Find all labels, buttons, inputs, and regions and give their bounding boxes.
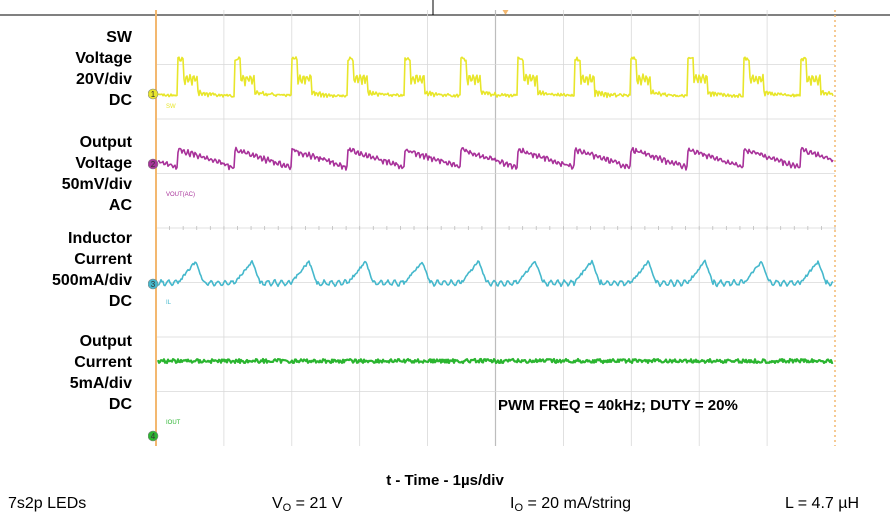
channel-label-iout: Output Current 5mA/div DC [69, 333, 132, 413]
channel-markers: 1 2 3 4 [148, 88, 159, 442]
series-iout-trace [156, 357, 834, 365]
marker-ch1-number: 1 [151, 90, 156, 99]
scope-traces [156, 56, 834, 365]
condition-vo: VO = 21 V [272, 495, 343, 514]
pwm-annotation: PWM FREQ = 40kHz; DUTY = 20% [498, 397, 738, 414]
series-il-trace [157, 259, 834, 288]
marker-ch1 [148, 88, 159, 100]
marker-ch4 [148, 430, 159, 442]
scope-grid [155, 10, 836, 446]
marker-ch2 [148, 158, 159, 170]
series-vout-trace [157, 146, 834, 171]
condition-leds: 7s2p LEDs [8, 495, 87, 512]
condition-io: IO = 20 mA/string [510, 495, 632, 514]
marker-ch4-number: 4 [151, 432, 156, 441]
x-axis-label: t - Time - 1µs/div [386, 472, 504, 489]
top-rule [0, 0, 890, 16]
channel-label-sw: SW Voltage 20V/div DC [75, 29, 132, 109]
marker-ch2-number: 2 [151, 160, 156, 169]
trace-tags: SW VOUT(AC) IL IOUT [166, 104, 195, 426]
marker-ch3 [148, 278, 159, 290]
marker-ch3-number: 3 [151, 280, 156, 289]
series-sw-trace [157, 56, 834, 99]
channel-label-vout: Output Voltage 50mV/div AC [61, 134, 132, 214]
scope-display: 1 2 3 4 SW VOUT(AC) IL IOUT [148, 10, 836, 446]
tag-vout: VOUT(AC) [166, 192, 195, 198]
trigger-marker [502, 10, 509, 15]
tag-iout: IOUT [166, 420, 181, 426]
condition-inductance: L = 4.7 µH [785, 495, 859, 512]
tag-sw: SW [166, 104, 176, 110]
scope-frame [155, 10, 836, 446]
channel-label-il: Inductor Current 500mA/div DC [51, 230, 132, 310]
tag-il: IL [166, 300, 172, 306]
